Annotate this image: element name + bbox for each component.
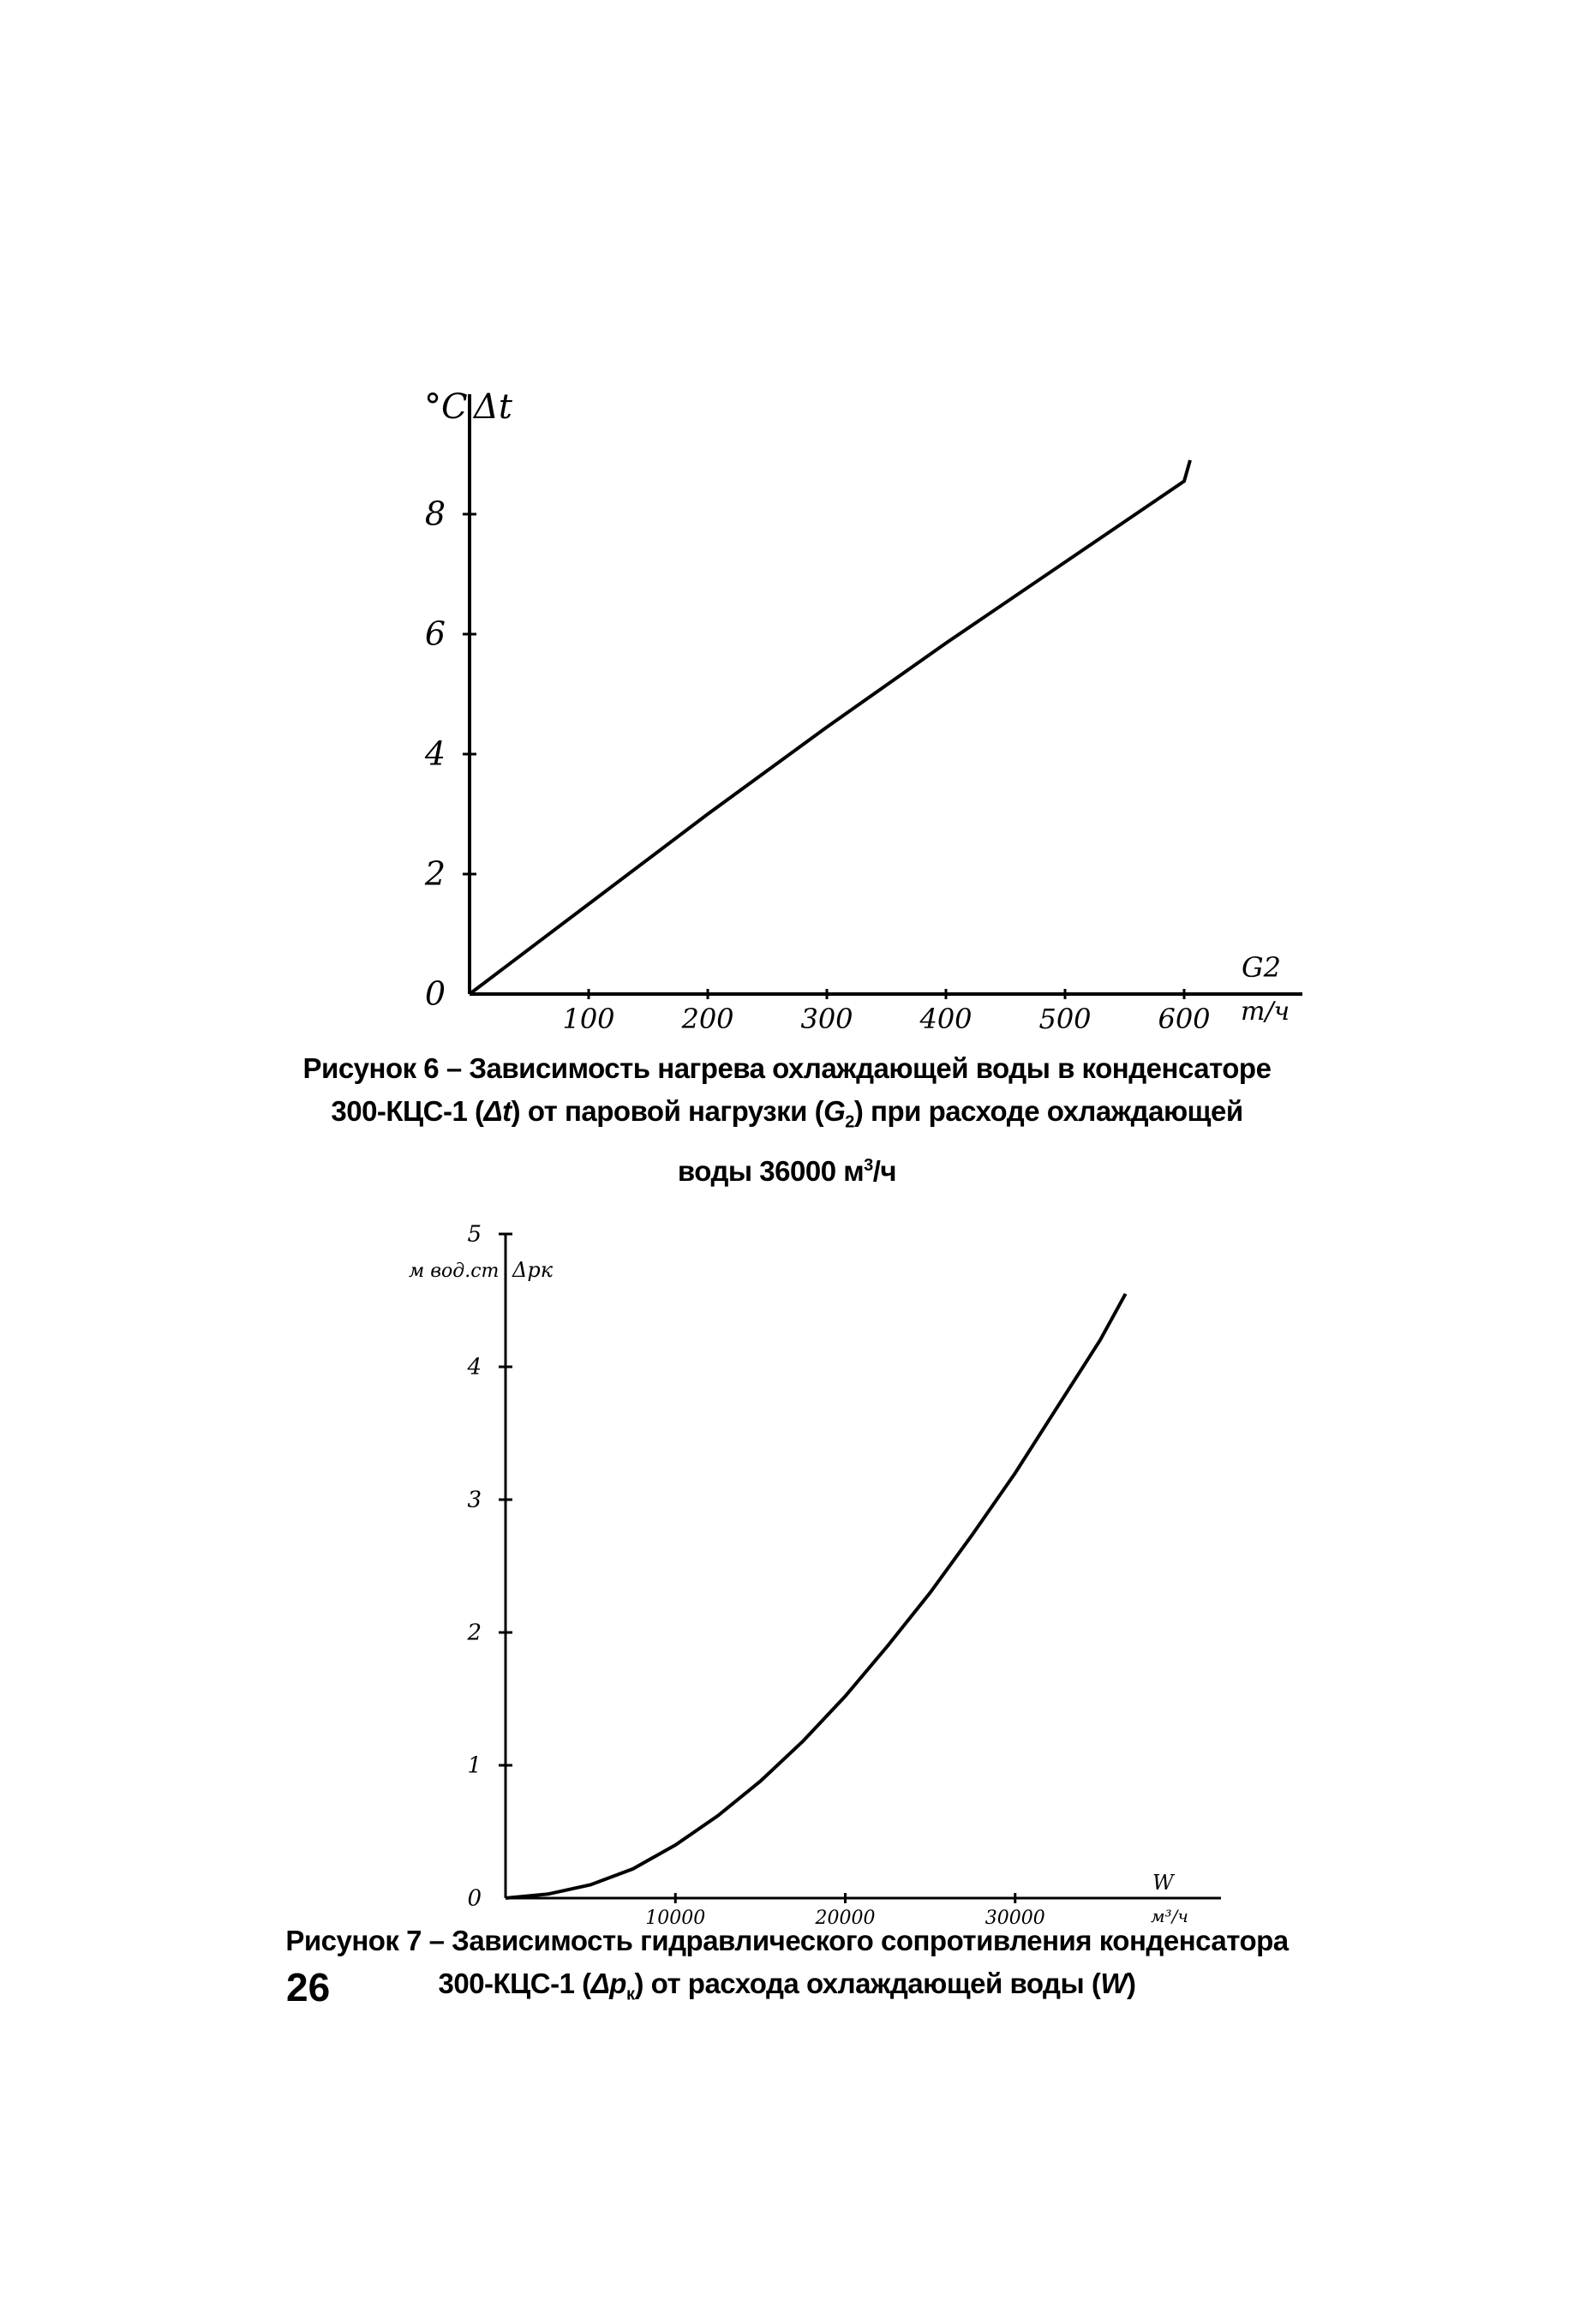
caption-line: Рисунок 6 – Зависимость нагрева охлаждаю… [302,1052,1272,1084]
x-tick-label: 30000 [985,1908,1045,1929]
x-tick-label: 200 [680,1003,733,1035]
y-tick-label: 0 [467,1886,482,1912]
chart-heating-vs-load: °C Δt G2 т/ч 0 2 4 6 8 100 200 300 400 500 600 [424,387,1302,1035]
y-unit-label: °C [424,387,468,427]
x-tick-label: 600 [1158,1003,1210,1035]
y-tick-label: 3 [467,1488,482,1513]
figure-6-caption: Рисунок 6 – Зависимость нагрева охлаждаю… [257,1047,1317,1193]
y-tick-label: 4 [424,735,446,773]
caption-line: Рисунок 7 – Зависимость гидравлического … [285,1925,1289,1956]
series-line [468,459,1192,996]
x-tick-label: 20000 [815,1908,876,1929]
caption-line: воды 36000 м3/ч [677,1154,897,1187]
x-unit-label: м³/ч [1151,1906,1188,1926]
y-tick-label: 2 [466,1620,482,1646]
y-axis-label: Δpк [512,1258,554,1282]
x-tick-label: 400 [919,1003,972,1035]
x-tick-label: 100 [562,1003,614,1035]
y-tick-label: 8 [425,495,446,533]
caption-line: 300-КЦС-1 (Δpк) от расхода охлаждающей в… [438,1968,1136,2004]
page-number: 26 [286,1965,331,2010]
series-line [505,1292,1128,1900]
x-axis-label: W [1152,1871,1176,1895]
x-axis-label: G2 [1242,951,1281,984]
x-tick-label: 500 [1038,1003,1091,1035]
x-tick-label: 10000 [645,1908,705,1929]
y-tick-label: 4 [466,1355,482,1381]
caption-line: 300-КЦС-1 (Δt) от паровой нагрузки (G2) … [331,1095,1243,1132]
y-tick-label: 5 [467,1222,482,1248]
y-axis-label: Δt [472,387,513,427]
y-unit-label: м вод.ст [409,1261,499,1282]
figure-7-caption: Рисунок 7 – Зависимость гидравлического … [257,1920,1317,2016]
y-tick-label: 0 [425,975,446,1013]
x-unit-label: т/ч [1241,997,1290,1027]
y-tick-label: 2 [424,855,446,893]
chart-resistance-vs-flow: м вод.ст Δpк W м³/ч 0 1 2 3 4 5 10000 20000 300… [409,1222,1221,1929]
y-tick-label: 1 [467,1753,482,1779]
y-tick-label: 6 [425,615,446,653]
x-tick-label: 300 [800,1003,853,1035]
